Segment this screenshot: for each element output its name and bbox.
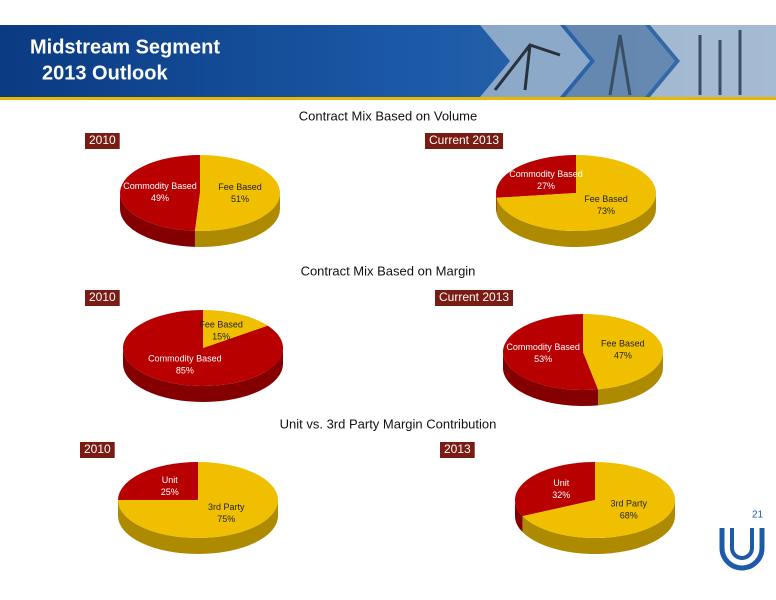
slice-label: Commodity Based [123, 181, 197, 191]
section-title: Contract Mix Based on Margin [301, 263, 476, 278]
slice-label: Commodity Based [509, 169, 583, 179]
pie-slice [194, 155, 280, 231]
chart-badge-label: 2010 [89, 290, 116, 304]
pie-side [194, 193, 280, 247]
pie-side [522, 500, 675, 554]
pie-side [123, 348, 283, 402]
chart-badge-label: 2010 [84, 442, 111, 456]
chart-badge [440, 442, 475, 458]
header-rule [0, 97, 776, 100]
pie-chart: Unit 25% 3rd Party 75% 2010 [80, 442, 278, 554]
slice-value-label: 85% [176, 365, 194, 375]
chart-badge-label: Current 2013 [429, 133, 499, 147]
pie-side [503, 352, 598, 406]
slice-label: 3rd Party [611, 499, 648, 509]
slice-label: Fee Based [218, 182, 262, 192]
slice-value-label: 47% [614, 351, 632, 361]
pie-side [597, 352, 663, 406]
chart-badge [435, 290, 514, 306]
pie-slice [119, 155, 200, 231]
logo [719, 528, 765, 571]
header-title: Midstream Segment [30, 36, 220, 58]
pie-chart: Commodity Based 85% Fee Based 15% 2010 [85, 290, 284, 402]
slice-value-label: 53% [534, 354, 552, 364]
header-photos [480, 25, 776, 97]
slice-value-label: 27% [537, 181, 555, 191]
pie-slice [118, 462, 198, 500]
chart-badge [85, 133, 120, 149]
pie-chart: Unit 32% 3rd Party 68% 2013 [440, 442, 675, 554]
pie-slice [515, 462, 595, 517]
section-title: Unit vs. 3rd Party Margin Contribution [280, 416, 497, 431]
slice-label: Commodity Based [148, 353, 222, 363]
slice-value-label: 68% [620, 511, 638, 521]
slice-value-label: 15% [212, 331, 230, 341]
slice-value-label: 49% [151, 193, 169, 203]
slice-value-label: 75% [217, 514, 235, 524]
pie-side [118, 500, 278, 554]
pie-side [120, 193, 195, 247]
pie-slice [203, 310, 268, 348]
chart-badge-label: 2013 [444, 442, 471, 456]
chart-badge-label: Current 2013 [439, 290, 509, 304]
section-title: Contract Mix Based on Volume [299, 108, 477, 123]
pie-side [496, 193, 497, 214]
slice-label: 3rd Party [208, 502, 245, 512]
slice-label: Unit [553, 478, 570, 488]
pie-chart: Commodity Based 49% Fee Based 51% 2010 [85, 133, 280, 247]
pie-slice [583, 314, 664, 390]
pie-slice [123, 310, 284, 387]
chart-badge [425, 133, 504, 149]
pie-slice [503, 314, 598, 390]
slice-label: Fee Based [584, 194, 628, 204]
page-number: 21 [752, 510, 764, 521]
slice-label: Fee Based [601, 339, 645, 349]
slice-label: Unit [162, 475, 179, 485]
slice-value-label: 51% [231, 194, 249, 204]
slice-value-label: 73% [597, 206, 615, 216]
header-title: 2013 Outlook [42, 62, 168, 84]
pie-slice [118, 462, 278, 538]
pie-chart: Commodity Based 53% Fee Based 47% Current 20… [435, 290, 664, 406]
pie-chart: Commodity Based 27% Fee Based 73% Current 20… [425, 133, 656, 247]
slice-label: Fee Based [199, 319, 243, 329]
pie-side [496, 193, 656, 247]
chart-badge [85, 290, 120, 306]
slice-label: Commodity Based [506, 342, 580, 352]
chart-badge-label: 2010 [89, 133, 116, 147]
pie-slice [496, 154, 576, 198]
pie-slice [496, 155, 656, 231]
pie-slice [522, 462, 675, 539]
pie-side [515, 500, 523, 533]
slice-value-label: 25% [161, 487, 179, 497]
slice-value-label: 32% [552, 490, 570, 500]
chart-badge [80, 442, 115, 458]
